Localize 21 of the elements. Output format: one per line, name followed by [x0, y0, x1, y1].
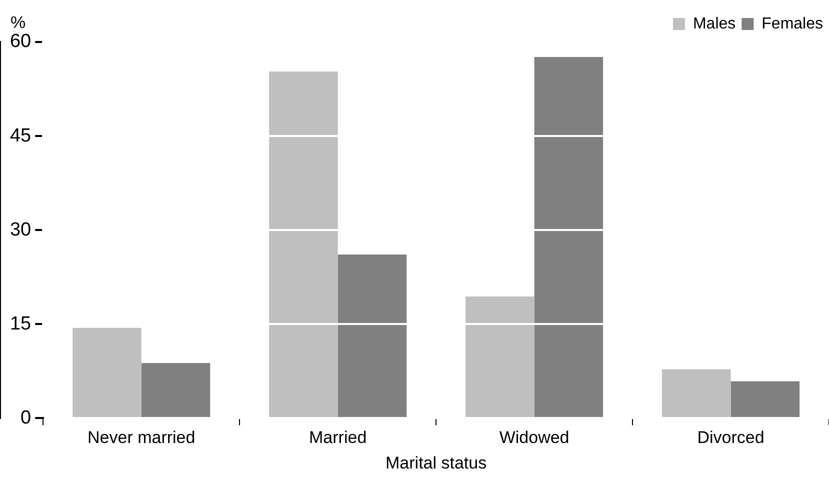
bar [730, 381, 800, 418]
y-axis-title: % [10, 13, 26, 32]
legend-label: Males [692, 15, 736, 32]
x-axis-title: Marital status [386, 453, 487, 472]
bar [534, 57, 604, 418]
bar [662, 369, 731, 418]
x-tick-label: Divorced [697, 428, 764, 448]
bar [269, 71, 338, 418]
bar [141, 363, 210, 418]
bar [466, 296, 534, 418]
y-tick-label: 0 [20, 407, 32, 428]
bar [72, 328, 142, 418]
x-tick-label: Widowed [499, 428, 570, 448]
legend-label: Females [762, 15, 824, 32]
y-tick-label: 60 [10, 31, 32, 52]
bar [338, 254, 407, 418]
y-tick-label: 15 [10, 313, 32, 334]
x-tick-label: Never married [88, 428, 196, 448]
x-tick-label: Married [309, 428, 367, 448]
y-tick-label: 45 [10, 125, 32, 146]
y-tick-label: 30 [10, 219, 32, 240]
